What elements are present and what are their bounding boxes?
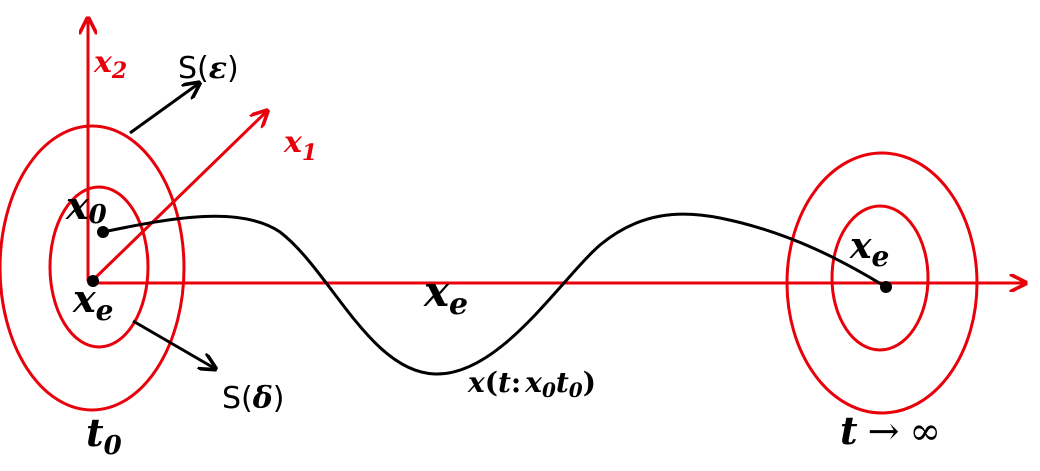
t0-label: t0 (86, 410, 122, 461)
point-x0 (97, 226, 109, 238)
s-epsilon-arrow (129, 84, 198, 135)
trajectory-label: x(t: x0t0) (467, 366, 596, 402)
xe-mid-label: xe (423, 267, 468, 322)
outer-circle-start (0, 124, 186, 412)
xe-end-label: xe (849, 225, 889, 273)
x0-label: x0 (65, 183, 107, 230)
s-epsilon-label: S(ε) (178, 51, 239, 86)
s-delta-label: S(δ) (222, 381, 284, 416)
x1-axis (90, 112, 266, 283)
inner-circle-end (830, 204, 930, 352)
x2-axis-label: x2 (93, 45, 127, 84)
xe-start-label: xe (72, 276, 113, 327)
trajectory-curve (102, 212, 887, 376)
point-xe-start (87, 275, 99, 287)
s-delta-arrow (132, 319, 214, 368)
x1-axis-label: x1 (283, 125, 317, 166)
inner-circle-start (48, 185, 150, 349)
t-infinity-label: t → ∞ (840, 408, 941, 453)
point-xe-end (880, 281, 892, 293)
